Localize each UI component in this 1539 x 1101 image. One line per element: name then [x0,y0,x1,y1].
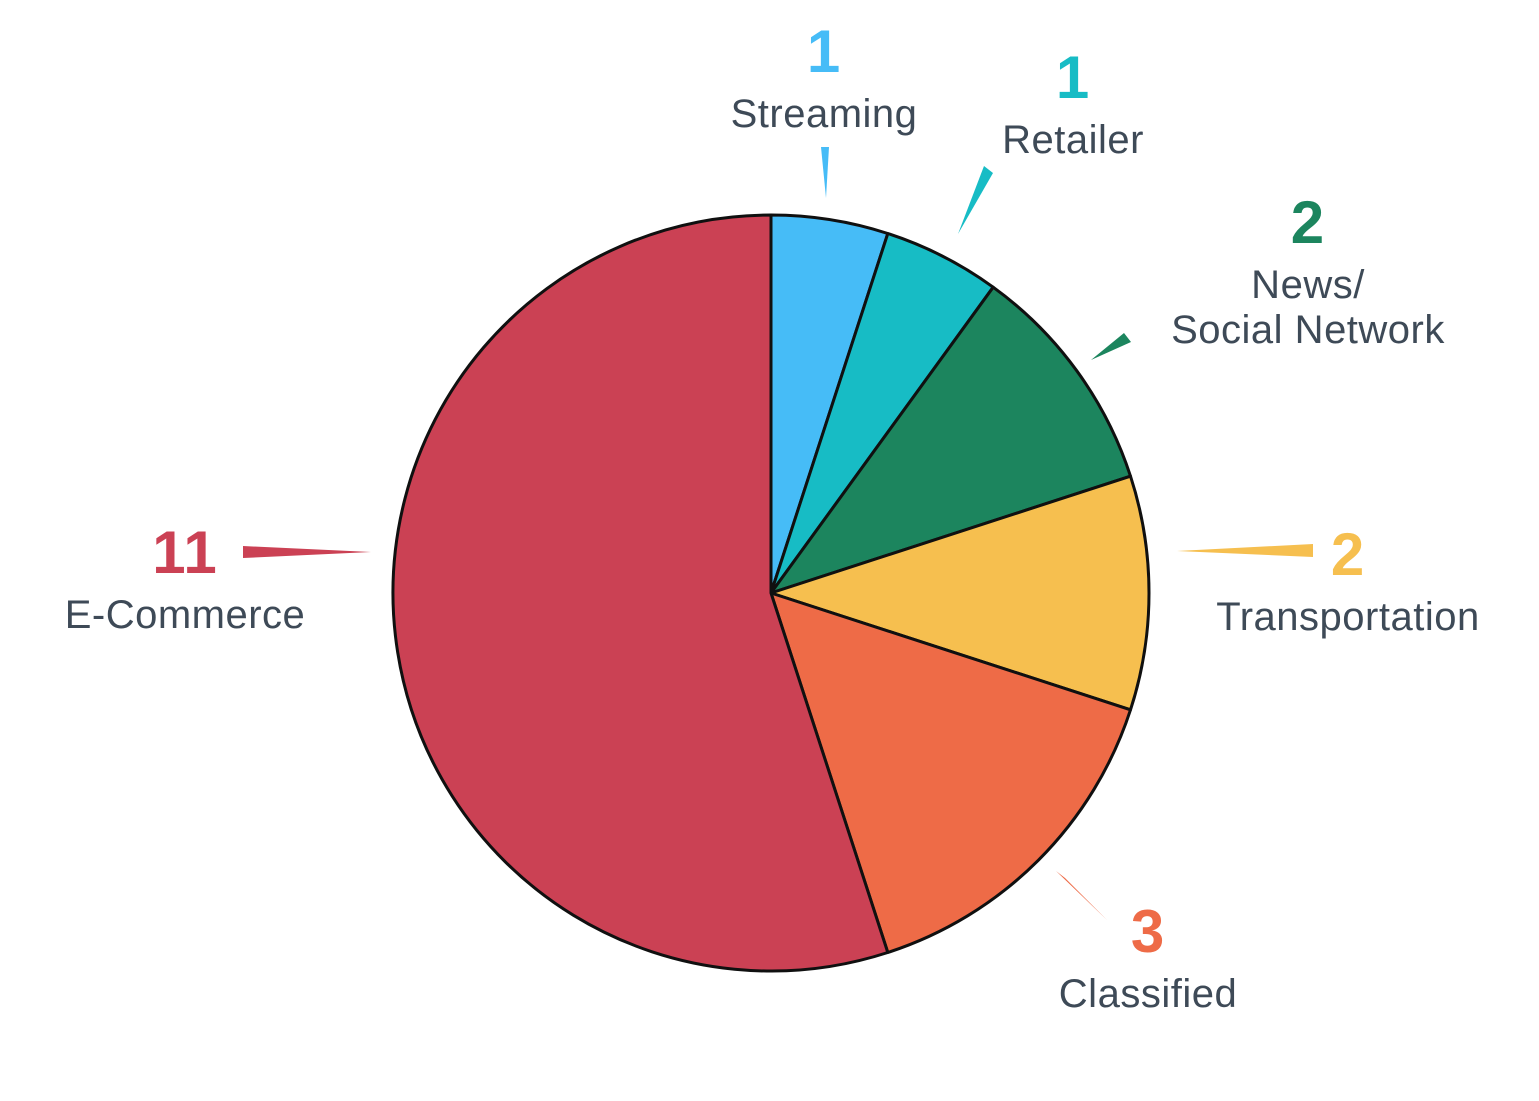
leader-transportation-line [1177,544,1313,557]
callout-e-commerce: 11 E-Commerce [65,523,306,638]
callout-streaming: 1 Streaming [731,22,918,137]
pie-slice-e-commerce [391,213,890,973]
e-commerce-value: 11 [152,519,218,586]
news-social-network-label: News/ Social Network [1171,263,1445,353]
retailer-label: Retailer [1002,118,1144,162]
classified-label: Classified [1058,972,1238,1016]
news-label-line-1: News/ [1251,263,1365,307]
news-label-line-2: Social Network [1171,308,1445,352]
retailer-value: 1 [1055,44,1091,111]
leader-classified-line [1056,871,1107,920]
leader-retailer-line [958,166,993,234]
leader-e-commerce-line [243,546,371,558]
callout-transportation: 2 Transportation [1216,525,1479,640]
callout-retailer: 1 Retailer [1002,48,1144,163]
callout-news-social-network: 2 News/ Social Network [1171,193,1445,353]
streaming-value: 1 [806,18,842,85]
callout-classified: 3 Classified [1059,902,1237,1017]
classified-value: 3 [1130,898,1166,965]
pie-slices-group [391,213,1151,973]
pie-slice-classified [769,591,1132,954]
leader-news-social-network-line [1091,333,1131,360]
transportation-value: 2 [1330,521,1366,588]
news-social-network-value: 2 [1290,189,1326,256]
e-commerce-label: E-Commerce [64,593,306,637]
leader-streaming-line [821,147,829,198]
pie-slice-transportation [769,474,1151,712]
streaming-label: Streaming [730,92,918,136]
pie-slice-news-social-network [769,285,1132,595]
transportation-label: Transportation [1216,595,1480,639]
